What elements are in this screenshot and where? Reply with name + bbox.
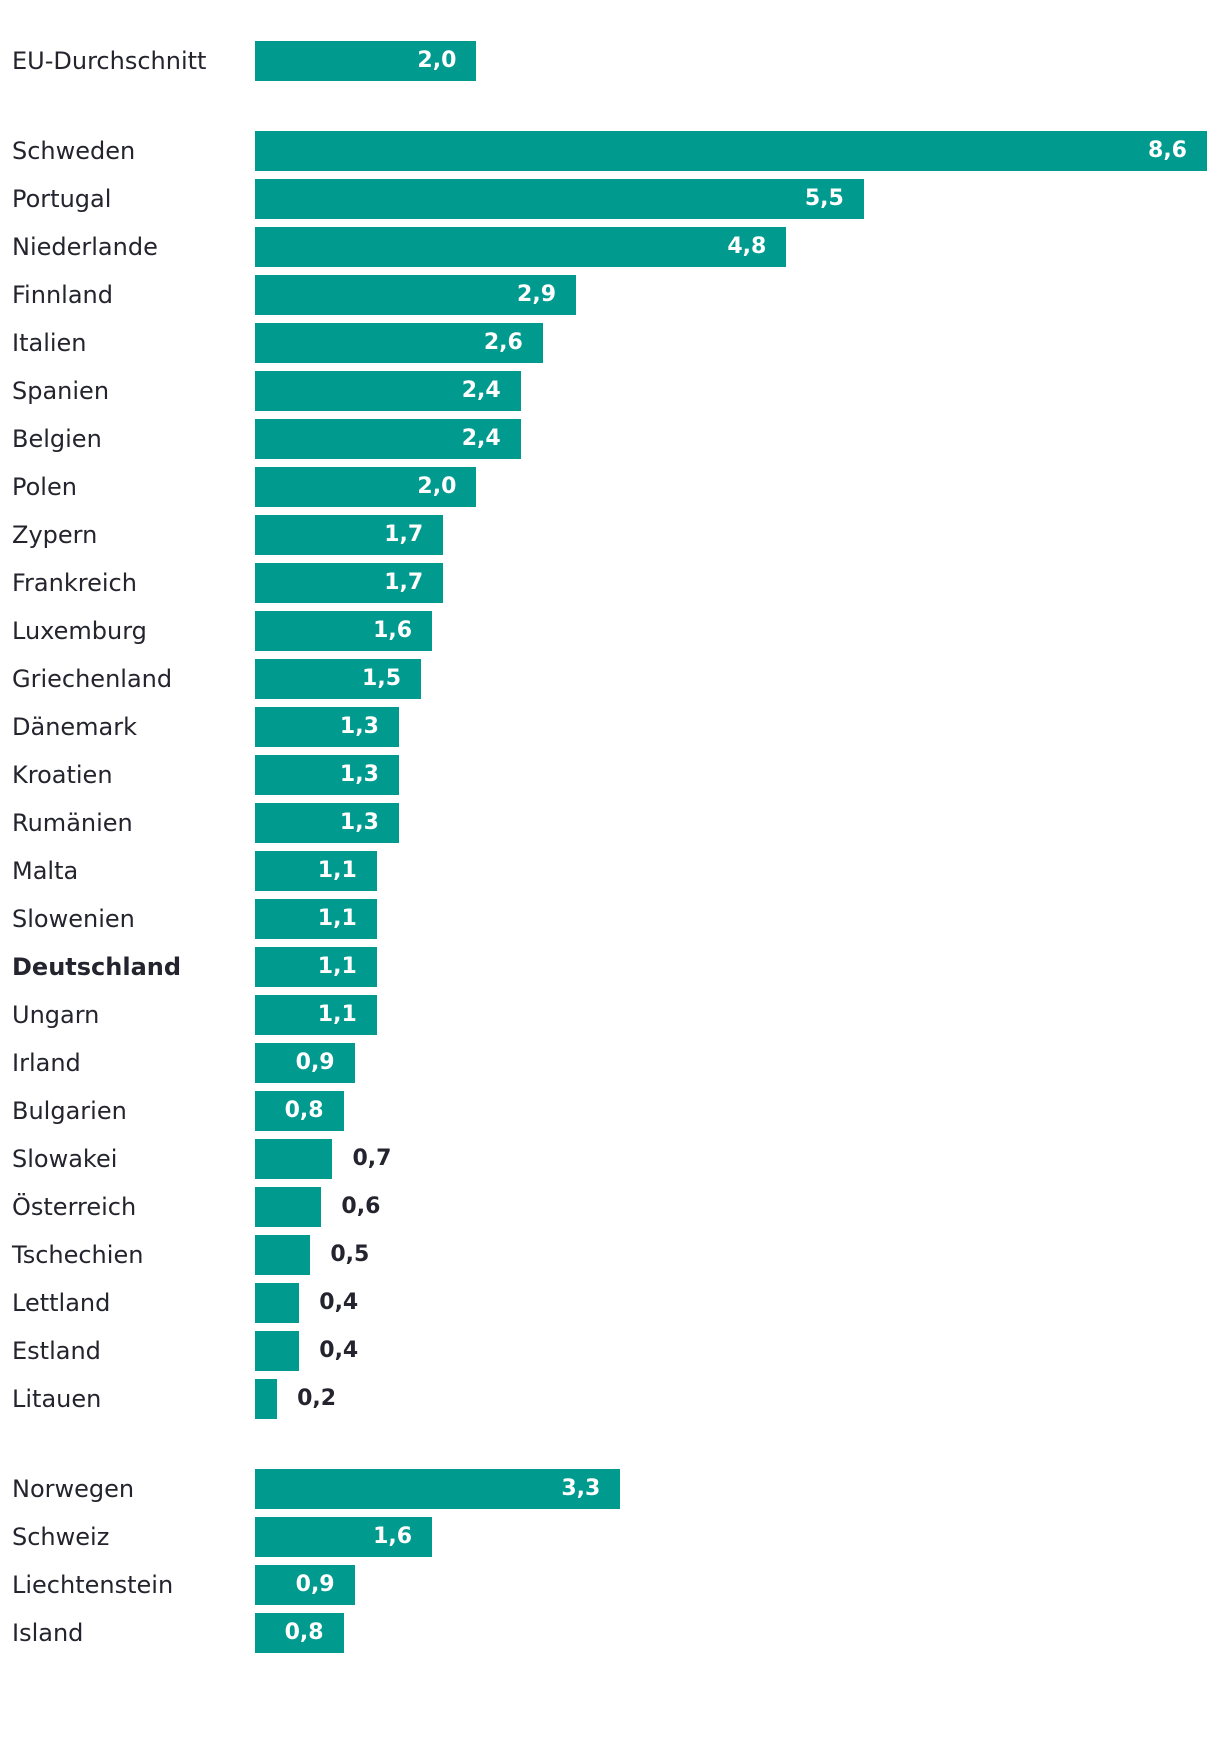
value-label: 2,0 <box>417 48 457 73</box>
value-label: 1,5 <box>362 666 402 691</box>
value-label: 1,1 <box>317 1002 357 1027</box>
category-label: Italien <box>12 329 87 357</box>
category-label: Irland <box>12 1049 81 1077</box>
bar <box>255 803 399 843</box>
category-label: Litauen <box>12 1385 102 1413</box>
category-label: Estland <box>12 1337 101 1365</box>
value-label: 0,4 <box>319 1290 359 1315</box>
value-label: 0,5 <box>330 1242 370 1267</box>
bar <box>255 1331 300 1371</box>
category-label: Österreich <box>12 1193 137 1221</box>
category-label: Lettland <box>12 1289 111 1317</box>
value-label: 1,3 <box>339 714 379 739</box>
value-label: 0,9 <box>295 1050 335 1075</box>
category-label: Kroatien <box>12 761 113 789</box>
bar <box>255 1235 311 1275</box>
bar <box>255 563 444 603</box>
category-label: EU-Durchschnitt <box>12 47 207 75</box>
bar <box>255 1517 433 1557</box>
bar <box>255 947 377 987</box>
category-label: Finnland <box>12 281 113 309</box>
bar <box>255 1469 621 1509</box>
category-label: Island <box>12 1619 84 1647</box>
value-label: 5,5 <box>804 186 844 211</box>
bar <box>255 419 521 459</box>
category-label: Frankreich <box>12 569 137 597</box>
value-label: 1,7 <box>384 570 424 595</box>
category-label: Bulgarien <box>12 1097 127 1125</box>
category-label: Slowenien <box>12 905 135 933</box>
category-label: Griechenland <box>12 665 173 693</box>
value-label: 1,3 <box>339 810 379 835</box>
bar <box>255 1565 355 1605</box>
value-label: 0,7 <box>352 1146 392 1171</box>
value-label: 2,9 <box>517 282 557 307</box>
bar <box>255 899 377 939</box>
category-label: Ungarn <box>12 1001 100 1029</box>
category-label: Schweiz <box>12 1523 110 1551</box>
category-label: Norwegen <box>12 1475 135 1503</box>
bar <box>255 995 377 1035</box>
bar <box>255 707 399 747</box>
bar <box>255 515 444 555</box>
value-label: 0,9 <box>295 1572 335 1597</box>
bar <box>255 1283 300 1323</box>
value-label: 2,4 <box>461 426 501 451</box>
category-label: Polen <box>12 473 77 501</box>
category-label: Luxemburg <box>12 617 147 645</box>
bar <box>255 1613 344 1653</box>
value-label: 1,6 <box>373 618 413 643</box>
category-label: Portugal <box>12 185 112 213</box>
value-label: 1,1 <box>317 906 357 931</box>
value-label: 8,6 <box>1148 138 1187 163</box>
value-label: 0,8 <box>284 1620 324 1645</box>
bar <box>255 611 433 651</box>
value-label: 0,4 <box>319 1338 359 1363</box>
value-label: 1,6 <box>373 1524 413 1549</box>
value-label: 2,6 <box>483 330 523 355</box>
bar <box>255 179 864 219</box>
category-label: Spanien <box>12 377 110 405</box>
category-label: Tschechien <box>12 1241 144 1269</box>
value-label: 1,1 <box>317 954 357 979</box>
value-label: 0,2 <box>297 1386 337 1411</box>
bar <box>255 467 477 507</box>
value-label: 0,6 <box>341 1194 381 1219</box>
value-label: 4,8 <box>727 234 767 259</box>
bar <box>255 323 543 363</box>
category-label: Zypern <box>12 521 98 549</box>
value-label: 2,4 <box>461 378 501 403</box>
value-label: 2,0 <box>417 474 457 499</box>
bar <box>255 1139 333 1179</box>
bar <box>255 1379 278 1419</box>
bar <box>255 41 477 81</box>
category-label: Slowakei <box>12 1145 118 1173</box>
bar <box>255 1043 355 1083</box>
value-label: 3,3 <box>561 1476 601 1501</box>
value-label: 0,8 <box>284 1098 324 1123</box>
bar <box>255 131 1207 171</box>
bar <box>255 275 577 315</box>
bar <box>255 371 521 411</box>
category-label: Liechtenstein <box>12 1571 174 1599</box>
bar <box>255 659 422 699</box>
category-label: Schweden <box>12 137 136 165</box>
value-label: 1,7 <box>384 522 424 547</box>
category-label: Niederlande <box>12 233 158 261</box>
category-label: Dänemark <box>12 713 138 741</box>
value-label: 1,3 <box>339 762 379 787</box>
category-label: Rumänien <box>12 809 133 837</box>
value-label: 1,1 <box>317 858 357 883</box>
bar <box>255 227 787 267</box>
category-label: Deutschland <box>12 953 182 981</box>
bar <box>255 1187 322 1227</box>
category-label: Malta <box>12 857 79 885</box>
bar <box>255 1091 344 1131</box>
bar <box>255 755 399 795</box>
bar <box>255 851 377 891</box>
category-label: Belgien <box>12 425 102 453</box>
